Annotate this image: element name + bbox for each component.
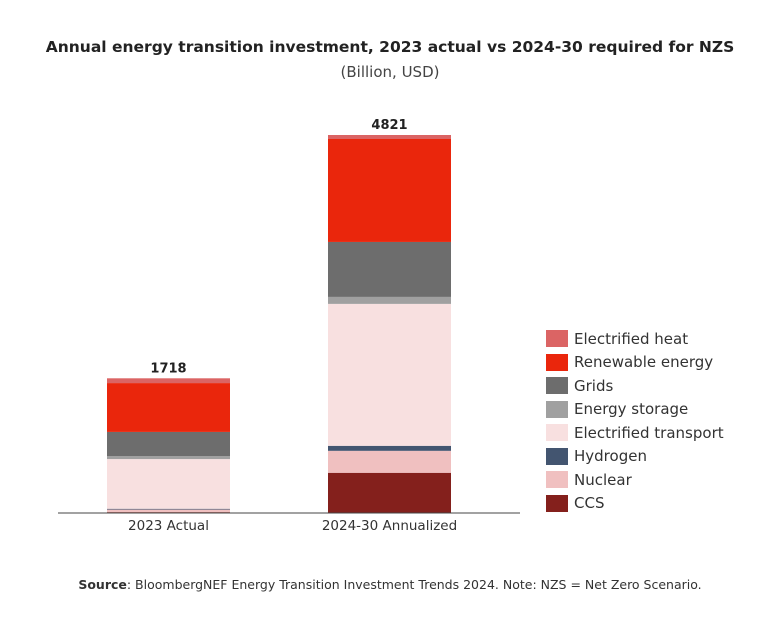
legend-item: Hydrogen [546,445,724,469]
legend-item: Nuclear [546,468,724,492]
bar-segment-electrified-transport [107,459,230,509]
bar-segment-nuclear [328,450,451,473]
bar-segment-energy-storage [328,296,451,304]
bar-segment-ccs [328,472,451,513]
legend: Electrified heat Renewable energy Grids Ene… [546,327,724,515]
source-label: Source [78,577,127,592]
bar-segment-grids [107,431,230,457]
legend-swatch [546,377,568,395]
legend-swatch [546,330,568,348]
bar-segment-electrified-transport [328,303,451,446]
total-label: 4821 [371,118,407,133]
bar-segment-energy-storage [107,456,230,460]
x-tick-label: 2024-30 Annualized [322,518,457,534]
bar-segment-grids [328,241,451,297]
legend-item: CCS [546,492,724,516]
bar-segment-hydrogen [107,508,230,510]
legend-label: Renewable energy [574,353,714,372]
legend-swatch [546,424,568,442]
bar-segment-hydrogen [328,445,451,451]
bar-segment-electrified-heat [328,135,451,139]
legend-label: Nuclear [574,470,632,489]
bar-segment-renewable-energy [328,138,451,242]
total-label: 1718 [150,361,186,376]
source-text: : BloombergNEF Energy Transition Investm… [126,577,702,592]
chart-subtitle: (Billion, USD) [340,63,440,81]
legend-swatch [546,471,568,489]
legend-item: Electrified heat [546,327,724,351]
legend-swatch [546,494,568,512]
legend-label: CCS [574,494,605,513]
bar-segment-electrified-heat [107,378,230,384]
legend-label: Energy storage [574,400,689,419]
bar-segment-nuclear [107,509,230,513]
source-note: Source: BloombergNEF Energy Transition I… [0,577,780,592]
legend-item: Energy storage [546,398,724,422]
legend-swatch [546,447,568,465]
legend-item: Electrified transport [546,421,724,445]
legend-label: Electrified transport [574,423,724,442]
legend-label: Electrified heat [574,329,689,348]
legend-item: Grids [546,374,724,398]
legend-label: Hydrogen [574,447,647,466]
legend-swatch [546,400,568,418]
x-tick-label: 2023 Actual [128,518,209,534]
legend-item: Renewable energy [546,351,724,375]
bar-segment-renewable-energy [107,383,230,432]
chart-title: Annual energy transition investment, 202… [45,38,735,56]
legend-swatch [546,353,568,371]
legend-label: Grids [574,376,614,395]
